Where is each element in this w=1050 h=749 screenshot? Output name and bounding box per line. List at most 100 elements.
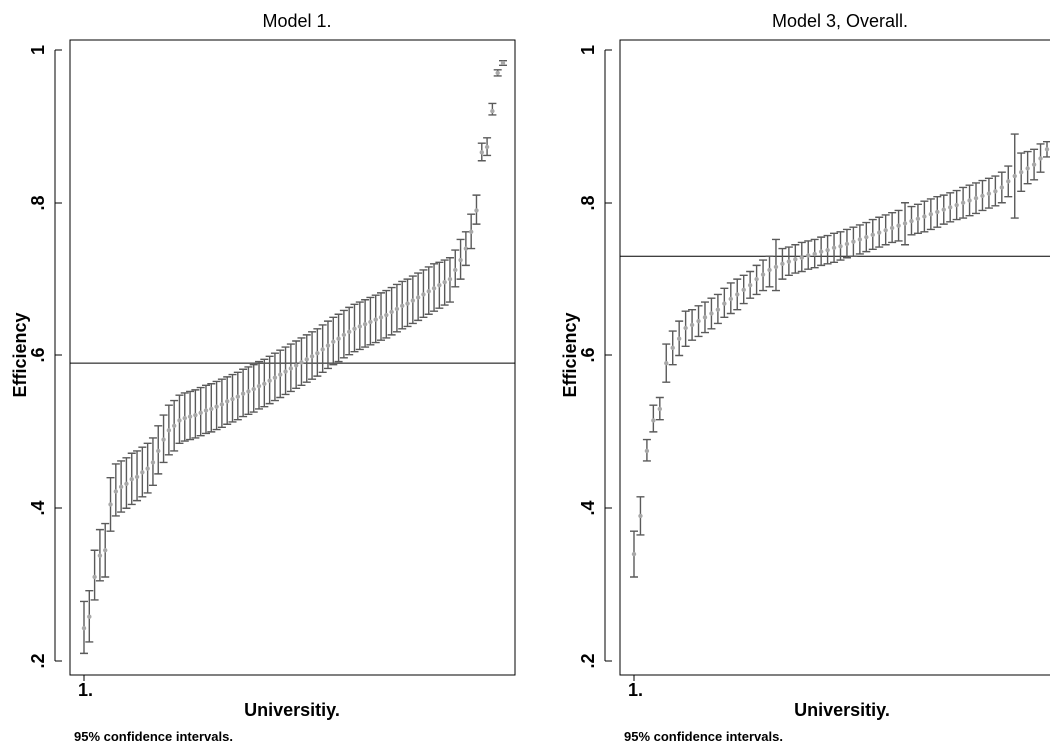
data-point <box>156 448 161 454</box>
y-axis: .2 .4 .6 .8 1 Efficiency <box>560 45 612 669</box>
data-point <box>134 474 140 480</box>
data-point <box>490 108 495 114</box>
data-point <box>118 484 124 490</box>
data-point <box>288 366 294 371</box>
x-axis-title: Universitiy. <box>794 700 890 720</box>
data-point <box>325 343 331 348</box>
data-point <box>410 298 416 303</box>
chart-title: Model 1. <box>262 11 331 31</box>
data-point <box>747 283 753 288</box>
data-point <box>81 625 87 631</box>
data-point <box>1018 170 1024 175</box>
data-point <box>954 202 959 208</box>
data-point <box>500 60 506 66</box>
data-point <box>283 369 288 374</box>
data-point <box>657 406 663 412</box>
data-point <box>463 246 469 251</box>
data-point <box>741 287 746 293</box>
data-point <box>458 257 463 263</box>
data-point <box>877 230 882 235</box>
data-point <box>670 345 675 351</box>
data-point <box>870 232 875 238</box>
data-point <box>230 396 235 402</box>
data-point <box>193 412 198 418</box>
data-point <box>479 150 484 155</box>
data-point <box>293 363 299 368</box>
data-point <box>108 502 113 507</box>
data-point <box>113 489 119 494</box>
data-point <box>389 309 394 315</box>
data-point <box>922 214 927 219</box>
data-point <box>209 406 214 412</box>
data-point <box>1006 179 1011 184</box>
chart-note: 95% confidence intervals. <box>624 729 783 744</box>
data-point <box>773 264 779 270</box>
data-point <box>902 221 908 226</box>
data-point <box>851 239 856 244</box>
data-point <box>948 205 953 210</box>
data-point <box>187 414 193 419</box>
x-tick-label: 1. <box>628 680 643 700</box>
data-point <box>709 311 714 316</box>
data-point <box>960 200 966 205</box>
data-point <box>818 249 824 254</box>
data-point <box>384 312 389 318</box>
data-point <box>812 251 817 257</box>
data-point <box>993 189 998 194</box>
data-point <box>838 244 843 249</box>
y-tick-label: .4 <box>28 500 48 515</box>
data-point <box>87 614 92 619</box>
data-point <box>1031 162 1037 167</box>
data-point <box>405 301 410 306</box>
data-point <box>780 261 785 267</box>
data-point <box>806 253 811 258</box>
data-point <box>415 295 421 300</box>
data-point <box>346 329 352 335</box>
y-tick-label: .8 <box>578 195 598 210</box>
data-point <box>474 208 479 213</box>
x-axis: 1. Universitiy. <box>78 675 340 720</box>
plot-frame <box>619 39 1050 676</box>
data-point <box>793 257 798 262</box>
data-point <box>225 399 230 404</box>
data-point <box>831 245 837 251</box>
data-point <box>437 283 442 288</box>
y-axis: .2 .4 .6 .8 1 Efficiency <box>10 45 62 669</box>
data-point <box>1025 166 1030 171</box>
plot-frame <box>69 39 516 676</box>
y-tick-label: 1 <box>578 45 598 55</box>
data-point <box>915 216 921 221</box>
data-point <box>644 448 650 454</box>
data-point <box>651 418 656 423</box>
data-point <box>145 466 150 471</box>
data-point <box>219 402 225 407</box>
data-point <box>722 301 727 306</box>
data-point <box>240 391 246 396</box>
data-point <box>171 423 177 428</box>
y-tick-label: 1 <box>28 45 48 55</box>
data-point <box>683 325 688 331</box>
data-point <box>262 381 267 386</box>
data-point <box>857 237 863 242</box>
data-point <box>689 322 695 328</box>
data-marks <box>630 133 1050 578</box>
data-point <box>468 229 474 234</box>
data-point <box>299 360 304 365</box>
y-tick-label: .6 <box>28 347 48 362</box>
data-point <box>767 267 772 273</box>
y-tick-label: .4 <box>578 500 598 515</box>
data-point <box>315 351 320 356</box>
data-point <box>272 375 278 380</box>
data-point <box>928 212 934 217</box>
data-point <box>715 307 721 312</box>
data-point <box>825 247 830 253</box>
data-point <box>967 198 972 203</box>
data-point <box>447 276 453 282</box>
data-point <box>129 477 134 482</box>
data-point <box>676 336 682 341</box>
data-point <box>309 354 315 359</box>
data-point <box>431 286 437 291</box>
y-tick-label: .2 <box>578 653 598 668</box>
data-point <box>373 317 378 322</box>
